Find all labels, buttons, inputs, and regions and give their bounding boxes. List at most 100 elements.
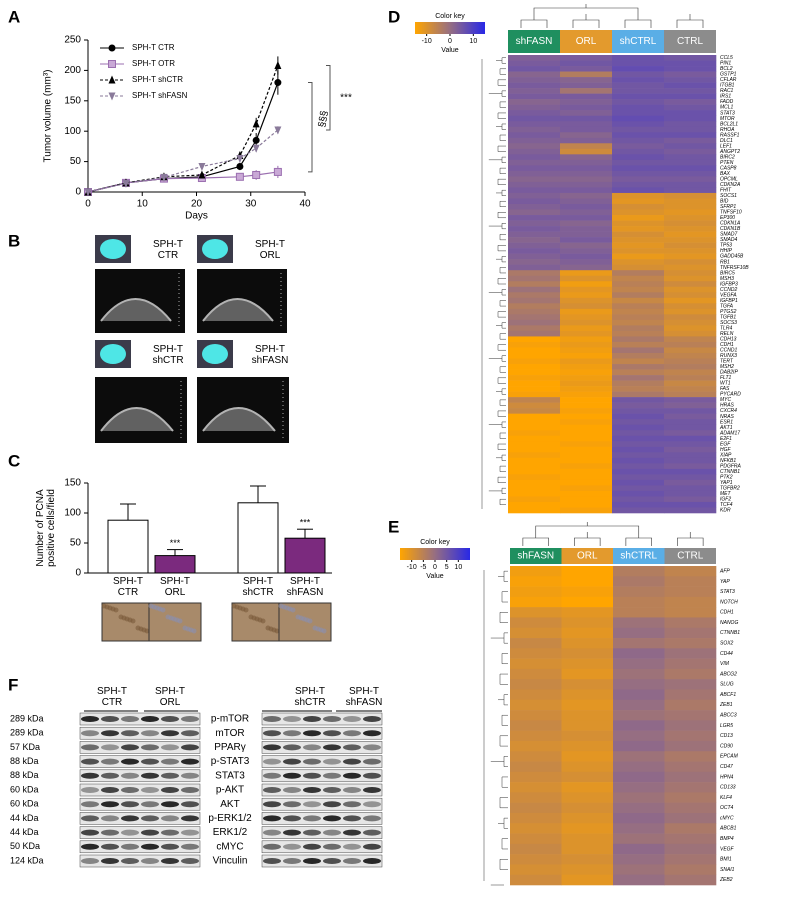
blot-band [181,716,199,722]
heatmap-cell [508,181,561,188]
heatmap-cell [613,627,665,639]
heatmap-cell [508,203,561,210]
heatmap-cell [508,159,561,166]
blot-band [283,858,301,864]
heatmap-cell [612,137,665,144]
heatmap-cell [560,402,613,409]
heatmap-cell [664,192,717,199]
dendrogram [499,612,508,623]
row-label: SMAD4 [720,237,737,243]
heatmap-cell [561,720,614,731]
heatmap-cell [560,55,613,61]
blot-band [263,815,281,822]
heatmap-cell [612,325,665,332]
heatmap-cell [560,435,613,442]
blot-band [81,787,99,793]
blot-band [161,858,179,864]
marker [273,167,282,176]
heatmap-cell [612,99,665,105]
heatmap-cell [664,468,717,475]
heatmap-cell [664,457,717,464]
heatmap-cell [510,864,562,876]
micrograph-texture [290,607,296,613]
y-axis-label: Number of PCNA positive cells/field [35,489,57,567]
sample-label: SPH-T shFASN [251,344,289,366]
heatmap-cell [664,596,717,608]
row-label: OPCML [720,176,738,182]
heatmap-cell [664,270,717,277]
heatmap-cell [561,843,614,855]
heatmap-cell [664,854,717,865]
heatmap-cell [612,347,665,354]
band-size: 88 kDa [10,756,39,766]
blot-band [263,801,281,808]
color-key-tick-label: 0 [448,38,452,45]
color-key-tick-label: 10 [469,38,477,45]
row-label: CD13 [720,733,733,739]
heatmap-cell [508,408,561,414]
heatmap-cell [613,576,665,587]
blot-band [363,858,381,864]
heatmap-cell [612,126,665,133]
row-label: PIN1 [720,61,731,67]
heatmap-cell [508,264,561,271]
protein-label: p-AKT [216,785,244,796]
protein-label: STAT3 [215,770,245,781]
color-key-tick-label: -10 [407,564,417,571]
heatmap-cell [664,751,717,762]
row-label: FHIT [720,188,732,194]
color-key-label: Value [441,47,458,54]
heatmap-cell [508,187,561,194]
heatmap-cell [560,364,613,370]
heatmap-cell [560,325,613,332]
heatmap-cell [664,248,717,254]
heatmap-cell [560,71,613,78]
panel-label: B [8,231,20,250]
micrograph-texture [274,628,280,634]
heatmap-cell [612,408,665,414]
heatmap-cell [664,874,717,886]
ultrasound-tumor [100,407,174,432]
heatmap-cell [508,435,561,442]
row-label: NOTCH [720,599,738,605]
heatmap-cell [508,413,561,420]
blot-band [101,829,119,836]
heatmap-cell [560,457,613,464]
group-label: SPH-T shCTR [294,686,326,708]
protein-label: p-ERK1/2 [208,813,252,824]
dendrogram [497,145,506,152]
row-label: TGFBR2 [720,485,740,491]
row-label: ABCG2 [719,671,737,677]
heatmap-cell [664,668,717,680]
color-key-tick-label: -5 [420,564,426,571]
row-label: ZEB2 [719,877,733,883]
blot-band [363,730,381,737]
heatmap-cell [612,71,665,78]
heatmap-cell [508,121,561,128]
blot-band [363,815,381,822]
heatmap-cell [664,71,717,78]
row-label: IGF2 [720,497,731,503]
heatmap-cell [508,452,561,459]
dendrogram [497,476,506,483]
heatmap-cell [664,369,717,376]
column-header [613,548,665,564]
heatmap-cell [612,457,665,464]
blot-band [363,744,381,751]
blot-band [121,716,139,722]
color-key [400,548,470,560]
blot-band [263,758,281,765]
heatmap-cell [510,812,562,824]
row-label: XIAP [719,452,732,458]
marker [252,144,260,153]
marker [108,92,116,101]
ultrasound-tumor [100,298,172,322]
dendrogram [499,673,508,685]
heatmap-cell [664,607,717,618]
heatmap-cell [612,226,665,232]
heatmap-cell [612,303,665,310]
heatmap-cell [510,586,562,598]
blot-band [303,758,321,765]
heatmap-cell [613,710,665,721]
heatmap-cell [508,446,561,453]
